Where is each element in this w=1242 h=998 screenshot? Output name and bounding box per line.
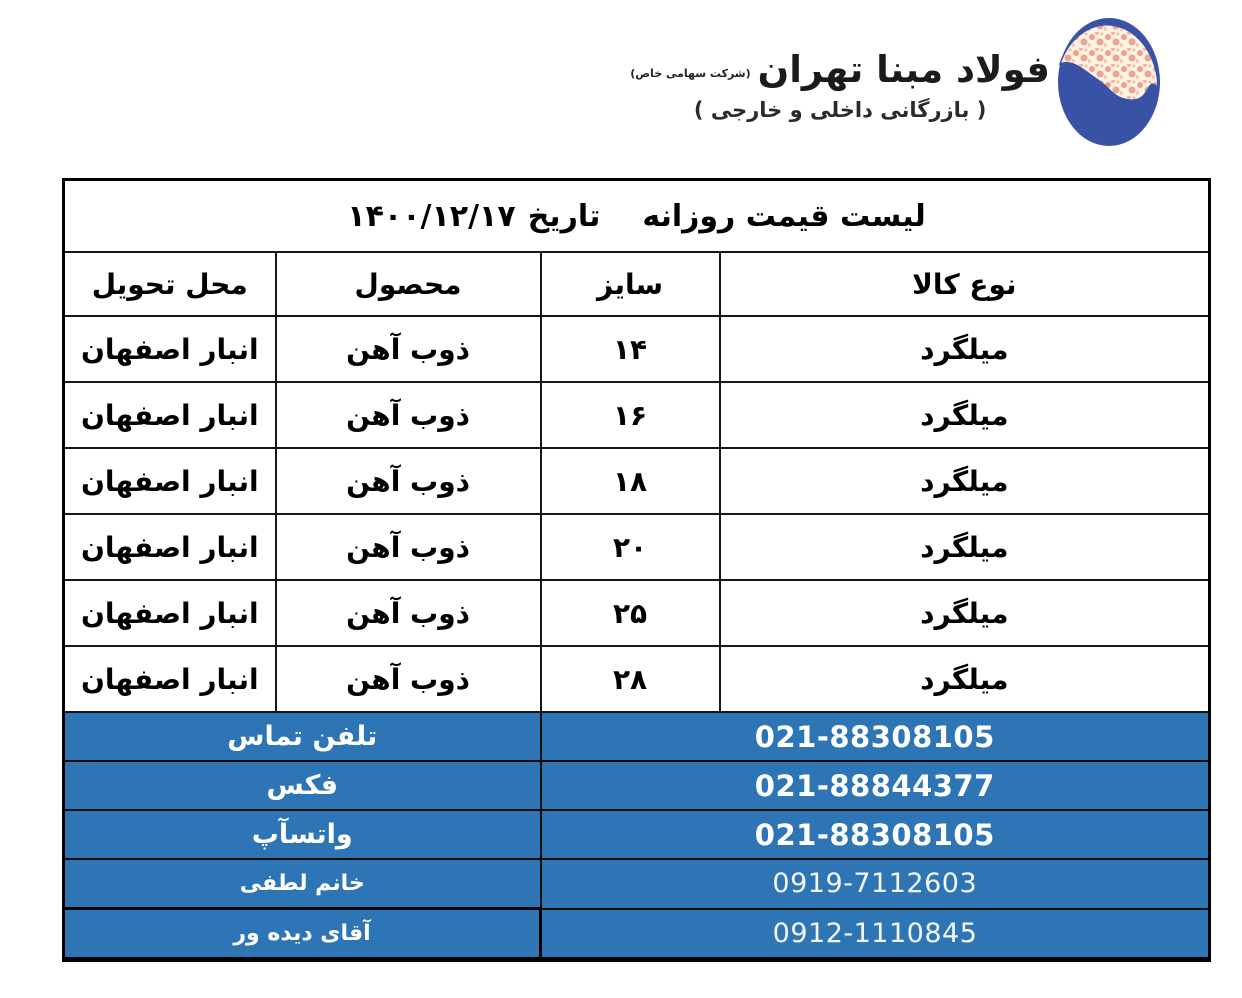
contact-phone-number: 021-88308105 — [539, 711, 1211, 762]
contact-mobile-number: 0919-7112603 — [539, 858, 1211, 910]
cell-delivery: انبار اصفهان — [62, 315, 277, 383]
contact-phone-label: تلفن تماس — [62, 711, 542, 762]
column-header-product-type: نوع کالا — [718, 251, 1211, 317]
cell-product: ذوب آهن — [274, 579, 542, 647]
cell-size: ۲۰ — [539, 513, 721, 581]
contact-person-label: خانم لطفی — [62, 858, 542, 910]
cell-delivery: انبار اصفهان — [62, 447, 277, 515]
table-title-row: لیست قیمت روزانه تاریخ ۱۴۰۰/۱۲/۱۷ — [62, 178, 1211, 253]
contact-whatsapp-label: واتسآپ — [62, 809, 542, 860]
contact-fax-label: فکس — [62, 760, 542, 811]
cell-product: ذوب آهن — [274, 315, 542, 383]
cell-product: ذوب آهن — [274, 447, 542, 515]
column-header-delivery: محل تحویل — [62, 251, 277, 317]
company-logo-icon — [1056, 16, 1162, 148]
contact-fax-number: 021-88844377 — [539, 760, 1211, 811]
brand-block: فولاد مبنا تهران (شرکت سهامی خاص) ( بازر… — [630, 48, 1051, 122]
cell-delivery: انبار اصفهان — [62, 645, 277, 713]
cell-delivery: انبار اصفهان — [62, 513, 277, 581]
cell-product: ذوب آهن — [274, 513, 542, 581]
cell-size: ۱۶ — [539, 381, 721, 449]
price-table: لیست قیمت روزانه تاریخ ۱۴۰۰/۱۲/۱۷ نوع کا… — [61, 178, 1212, 962]
date-value: ۱۴۰۰/۱۲/۱۷ — [347, 198, 516, 234]
contact-row-fax: 021-88844377 فکس — [62, 760, 1211, 811]
contact-row-phone: 021-88308105 تلفن تماس — [62, 711, 1211, 762]
column-header-product: محصول — [274, 251, 542, 317]
company-name: فولاد مبنا تهران — [757, 48, 1051, 91]
cell-product-type: میلگرد — [718, 645, 1211, 713]
cell-size: ۱۸ — [539, 447, 721, 515]
cell-delivery: انبار اصفهان — [62, 579, 277, 647]
table-row: میلگرد ۱۶ ذوب آهن انبار اصفهان — [62, 381, 1211, 449]
cell-delivery: انبار اصفهان — [62, 381, 277, 449]
company-name-suffix: (شرکت سهامی خاص) — [630, 67, 751, 80]
cell-product-type: میلگرد — [718, 447, 1211, 515]
contact-person-label: آقای دیده ور — [61, 907, 543, 962]
column-header-size: سایز — [539, 251, 721, 317]
company-tagline: ( بازرگانی داخلی و خارجی ) — [693, 98, 987, 122]
date-label: تاریخ — [527, 198, 601, 234]
table-row: میلگرد ۲۸ ذوب آهن انبار اصفهان — [62, 645, 1211, 713]
table-row: میلگرد ۲۵ ذوب آهن انبار اصفهان — [62, 579, 1211, 647]
table-row: میلگرد ۲۰ ذوب آهن انبار اصفهان — [62, 513, 1211, 581]
table-header-row: نوع کالا سایز محصول محل تحویل — [62, 251, 1211, 317]
table-row: میلگرد ۱۴ ذوب آهن انبار اصفهان — [62, 315, 1211, 383]
cell-product: ذوب آهن — [274, 381, 542, 449]
contact-mobile-number: 0912-1110845 — [539, 907, 1211, 962]
cell-size: ۲۵ — [539, 579, 721, 647]
table-title-cell: لیست قیمت روزانه تاریخ ۱۴۰۰/۱۲/۱۷ — [62, 178, 1211, 253]
contact-row-ms-lotfi: 0919-7112603 خانم لطفی — [62, 858, 1211, 910]
cell-product-type: میلگرد — [718, 315, 1211, 383]
letterhead: فولاد مبنا تهران (شرکت سهامی خاص) ( بازر… — [0, 0, 1242, 178]
price-list-title: لیست قیمت روزانه — [642, 198, 926, 234]
cell-size: ۲۸ — [539, 645, 721, 713]
contact-row-mr-didehvar: 0912-1110845 آقای دیده ور — [61, 907, 1211, 962]
contact-whatsapp-number: 021-88308105 — [539, 809, 1211, 860]
contact-row-whatsapp: 021-88308105 واتسآپ — [62, 809, 1211, 860]
cell-product-type: میلگرد — [718, 579, 1211, 647]
cell-product-type: میلگرد — [718, 513, 1211, 581]
cell-size: ۱۴ — [539, 315, 721, 383]
cell-product-type: میلگرد — [718, 381, 1211, 449]
table-row: میلگرد ۱۸ ذوب آهن انبار اصفهان — [62, 447, 1211, 515]
cell-product: ذوب آهن — [274, 645, 542, 713]
